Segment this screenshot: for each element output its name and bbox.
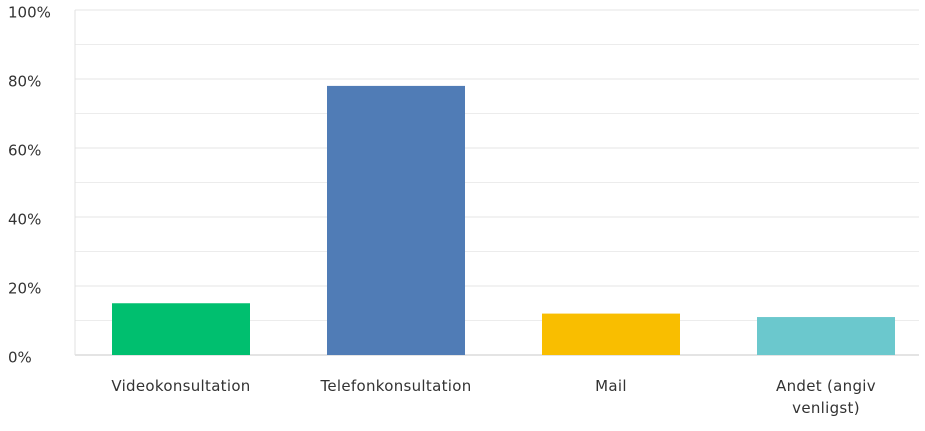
x-tick-label: Telefonkonsultation (320, 377, 472, 395)
y-tick-label: 40% (8, 211, 41, 229)
y-tick-label: 60% (8, 142, 41, 160)
y-tick-label: 20% (8, 280, 41, 298)
y-tick-label: 80% (8, 73, 41, 91)
y-tick-label: 0% (8, 349, 32, 367)
bar (112, 303, 250, 355)
y-tick-label: 100% (8, 4, 51, 22)
bar (542, 313, 680, 355)
bar (327, 85, 465, 356)
bar (757, 317, 895, 355)
x-tick-label: Videokonsultation (111, 377, 251, 395)
x-tick-label: Andet (angiv venligst) (776, 377, 876, 417)
x-tick-label: Mail (595, 377, 627, 395)
